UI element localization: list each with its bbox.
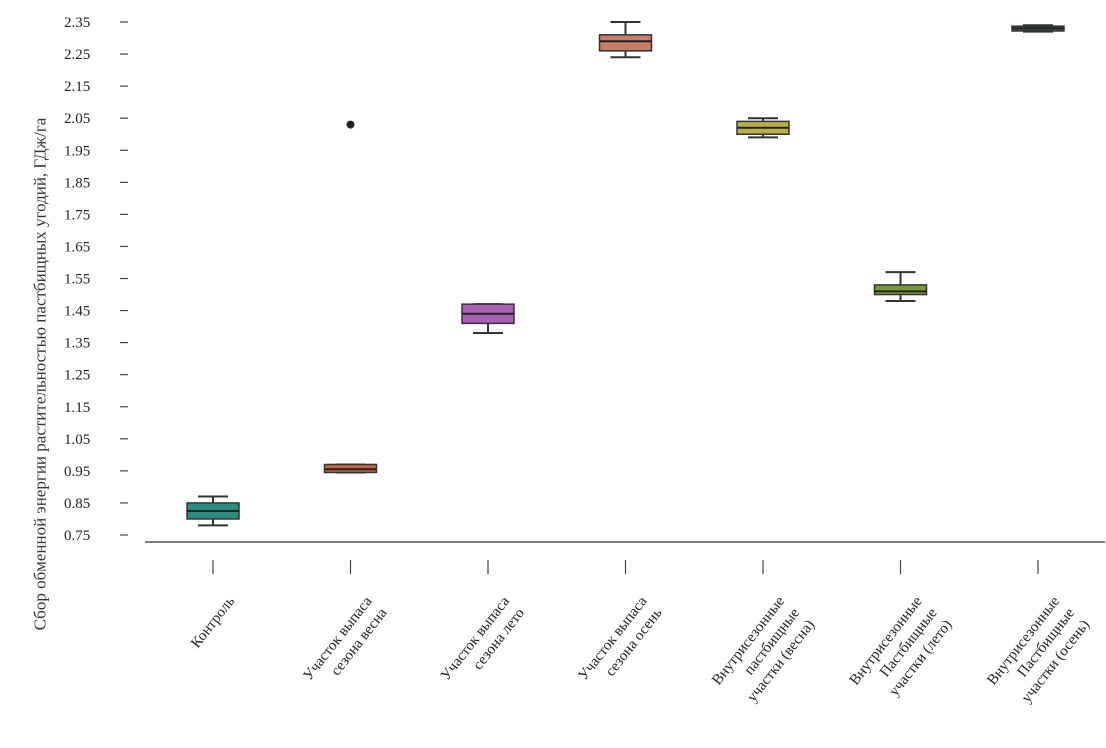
- y-tick-label: 1.35: [64, 336, 90, 352]
- y-tick-label: 0.75: [64, 528, 90, 544]
- box-3: [598, 34, 653, 52]
- y-tick-label: 1.45: [64, 304, 90, 320]
- y-tick-label: 1.25: [64, 368, 90, 384]
- y-tick-label: 1.05: [64, 432, 90, 448]
- y-tick-label: 1.65: [64, 239, 90, 255]
- y-tick-label: 2.35: [64, 15, 90, 31]
- y-tick-label: 2.15: [64, 79, 90, 95]
- y-tick-label: 1.15: [64, 400, 90, 416]
- y-tick-label: 2.05: [64, 111, 90, 127]
- y-tick-label: 1.95: [64, 143, 90, 159]
- y-tick-label: 0.95: [64, 464, 90, 480]
- outlier-point: [346, 120, 355, 129]
- y-tick-label: 1.85: [64, 175, 90, 191]
- y-tick-label: 1.55: [64, 272, 90, 288]
- x-tick-label-line: Контроль: [188, 594, 238, 652]
- y-tick-label: 0.85: [64, 496, 90, 512]
- x-tick-label: Контроль: [188, 594, 238, 652]
- box-5: [873, 284, 928, 296]
- y-tick-label: 2.25: [64, 47, 90, 63]
- y-tick-label: 1.75: [64, 207, 90, 223]
